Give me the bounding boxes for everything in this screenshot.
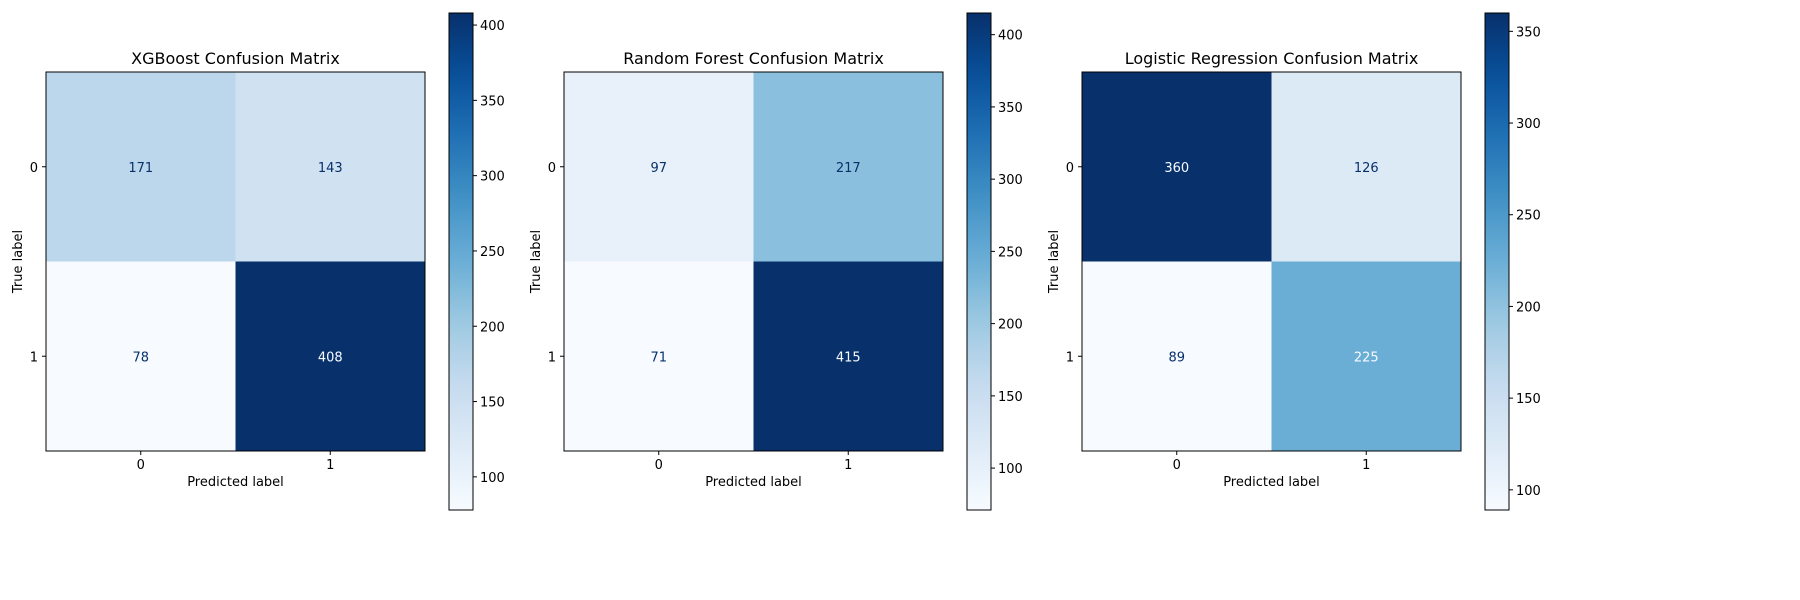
cell-value-label: 71 bbox=[650, 350, 667, 365]
colorbar-tick-label: 250 bbox=[998, 245, 1023, 260]
confusion-matrix-panel-0: XGBoost Confusion Matrix 171 143 78 408 0 1 0 1 P… bbox=[11, 12, 505, 511]
colorbar-tick-label: 150 bbox=[480, 396, 505, 411]
x-tick-label: 0 bbox=[1173, 458, 1181, 473]
colorbar-tick-label: 250 bbox=[480, 245, 505, 260]
y-axis-label: True label bbox=[1047, 230, 1062, 294]
matrix-cell-1-1 bbox=[235, 261, 425, 451]
cell-value-label: 360 bbox=[1164, 161, 1189, 176]
matrix-frame bbox=[45, 71, 426, 452]
y-axis-label: True label bbox=[529, 230, 544, 294]
y-tick-label: 0 bbox=[1066, 161, 1074, 176]
matrix-frame bbox=[563, 71, 944, 452]
x-tick-label: 1 bbox=[326, 458, 334, 473]
matrix-cell-0-0 bbox=[1082, 72, 1272, 262]
colorbar-tick-label: 200 bbox=[998, 318, 1023, 333]
colorbar-tick-label: 350 bbox=[480, 94, 505, 109]
x-tick-label: 0 bbox=[137, 458, 145, 473]
cell-value-label: 408 bbox=[318, 350, 343, 365]
y-axis-label: True label bbox=[11, 230, 26, 294]
x-tick-label: 1 bbox=[844, 458, 852, 473]
colorbar-tick-label: 350 bbox=[998, 101, 1023, 116]
y-tick-label: 0 bbox=[30, 161, 38, 176]
colorbar-tick-label: 300 bbox=[1516, 117, 1541, 132]
x-axis-label: Predicted label bbox=[705, 475, 802, 490]
colorbar-tick-label: 350 bbox=[1516, 25, 1541, 40]
colorbar bbox=[1484, 12, 1510, 511]
cell-value-label: 217 bbox=[836, 161, 861, 176]
y-tick-label: 1 bbox=[30, 350, 38, 365]
colorbar-tick-label: 200 bbox=[480, 320, 505, 335]
matrix-cell-1-1 bbox=[1271, 261, 1461, 451]
colorbar-tick-label: 150 bbox=[1516, 392, 1541, 407]
colorbar bbox=[966, 12, 992, 511]
cell-value-label: 415 bbox=[836, 350, 861, 365]
colorbar-tick-label: 100 bbox=[998, 462, 1023, 477]
cell-value-label: 225 bbox=[1354, 350, 1379, 365]
matrix-cell-0-0 bbox=[46, 72, 236, 262]
x-tick-label: 1 bbox=[1362, 458, 1370, 473]
colorbar-tick-label: 400 bbox=[998, 29, 1023, 44]
matrix-frame bbox=[1081, 71, 1462, 452]
chart-title: Random Forest Confusion Matrix bbox=[623, 49, 884, 68]
y-tick-label: 0 bbox=[548, 161, 556, 176]
y-tick-label: 1 bbox=[1066, 350, 1074, 365]
chart-title: XGBoost Confusion Matrix bbox=[131, 49, 340, 68]
cell-value-label: 171 bbox=[128, 161, 153, 176]
colorbar-tick-label: 300 bbox=[480, 170, 505, 185]
matrix-cell-0-1 bbox=[753, 72, 943, 262]
x-tick-label: 0 bbox=[655, 458, 663, 473]
cell-value-label: 97 bbox=[650, 161, 667, 176]
colorbar-tick-label: 100 bbox=[1516, 484, 1541, 499]
colorbar-tick-label: 100 bbox=[480, 471, 505, 486]
x-axis-label: Predicted label bbox=[1223, 475, 1320, 490]
cell-value-label: 126 bbox=[1354, 161, 1379, 176]
colorbar-tick-label: 150 bbox=[998, 390, 1023, 405]
chart-title: Logistic Regression Confusion Matrix bbox=[1125, 49, 1419, 68]
colorbar bbox=[448, 12, 474, 511]
colorbar-tick-label: 200 bbox=[1516, 300, 1541, 315]
confusion-matrix-panel-1: Random Forest Confusion Matrix 97 217 71 415… bbox=[529, 12, 1023, 511]
matrix-cell-1-0 bbox=[46, 261, 236, 451]
y-tick-label: 1 bbox=[548, 350, 556, 365]
matrix-cell-0-1 bbox=[235, 72, 425, 262]
confusion-matrix-panel-2: Logistic Regression Confusion Matrix 360 1… bbox=[1047, 12, 1541, 511]
matrix-cell-1-0 bbox=[1082, 261, 1272, 451]
colorbar-tick-label: 300 bbox=[998, 173, 1023, 188]
cell-value-label: 143 bbox=[318, 161, 343, 176]
matrix-cell-1-1 bbox=[753, 261, 943, 451]
cell-value-label: 89 bbox=[1168, 350, 1185, 365]
matrix-cell-0-0 bbox=[564, 72, 754, 262]
cell-value-label: 78 bbox=[132, 350, 149, 365]
matrix-cell-0-1 bbox=[1271, 72, 1461, 262]
x-axis-label: Predicted label bbox=[187, 475, 284, 490]
matrix-cell-1-0 bbox=[564, 261, 754, 451]
colorbar-tick-label: 250 bbox=[1516, 209, 1541, 224]
colorbar-tick-label: 400 bbox=[480, 19, 505, 34]
